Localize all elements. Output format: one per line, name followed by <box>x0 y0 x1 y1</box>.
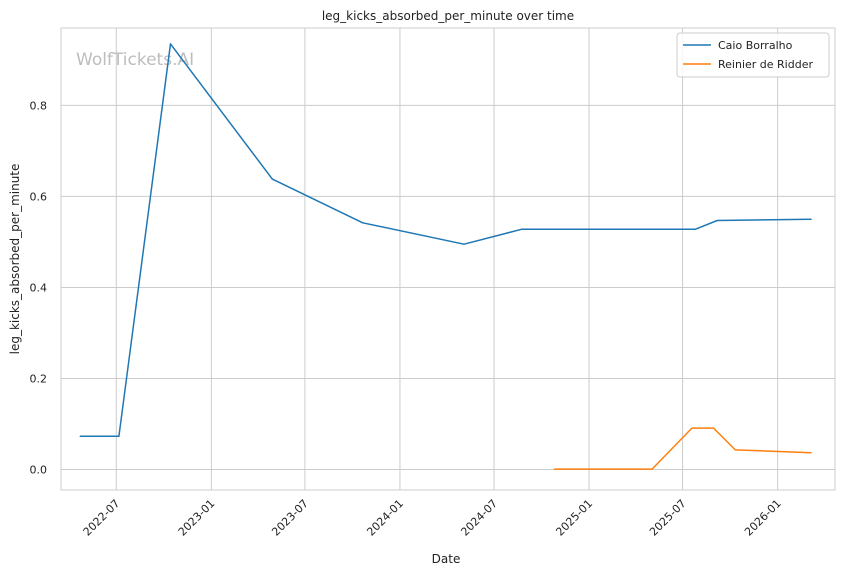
series-line-reinier-de-ridder <box>554 427 812 470</box>
data-point <box>716 219 718 222</box>
data-point <box>463 243 465 245</box>
grid <box>61 28 835 490</box>
data-point <box>362 222 364 224</box>
data-point <box>118 435 120 437</box>
data-point <box>810 452 812 454</box>
series-lines <box>79 43 812 470</box>
data-point <box>651 468 653 470</box>
x-tick-label: 2026-01 <box>742 497 784 539</box>
data-point <box>810 218 812 220</box>
legend-label-caio-borralho: Caio Borralho <box>718 39 793 52</box>
x-tick-label: 2024-01 <box>364 497 406 539</box>
x-tick-label: 2025-01 <box>553 497 595 539</box>
data-point <box>694 228 697 230</box>
y-axis-ticks: 0.0 0.2 0.4 0.6 0.8 <box>30 99 48 476</box>
data-point <box>169 43 172 45</box>
data-point <box>734 449 736 451</box>
data-point <box>553 468 556 470</box>
x-tick-label: 2022-07 <box>81 497 123 539</box>
y-tick-label: 0.2 <box>30 372 48 385</box>
legend-label-reinier-de-ridder: Reinier de Ridder <box>718 58 813 71</box>
x-tick-label: 2023-07 <box>269 497 311 539</box>
plot-frame <box>60 27 836 491</box>
y-axis-label: leg_kicks_absorbed_per_minute <box>8 164 22 355</box>
data-point <box>691 427 693 429</box>
x-axis-label: Date <box>432 552 461 566</box>
y-tick-label: 0.8 <box>30 99 48 112</box>
x-axis-ticks: 2022-07 2023-01 2023-07 2024-01 2024-07 2025-… <box>81 497 784 539</box>
data-point <box>271 178 273 180</box>
x-tick-label: 2023-01 <box>176 497 218 539</box>
series-line-caio-borralho <box>80 43 812 438</box>
y-tick-label: 0.0 <box>30 464 48 477</box>
x-tick-label: 2024-07 <box>458 497 500 539</box>
y-tick-label: 0.4 <box>30 281 48 294</box>
plot-area <box>61 28 835 490</box>
x-tick-label: 2025-07 <box>647 497 689 539</box>
legend: Caio Borralho Reinier de Ridder <box>676 32 830 78</box>
y-tick-label: 0.6 <box>30 190 48 203</box>
data-point <box>521 228 523 230</box>
watermark: WolfTickets.AI <box>76 50 194 70</box>
data-point <box>713 427 715 429</box>
data-point <box>79 435 81 437</box>
chart-title: leg_kicks_absorbed_per_minute over time <box>322 9 574 23</box>
legend-box <box>676 32 830 78</box>
